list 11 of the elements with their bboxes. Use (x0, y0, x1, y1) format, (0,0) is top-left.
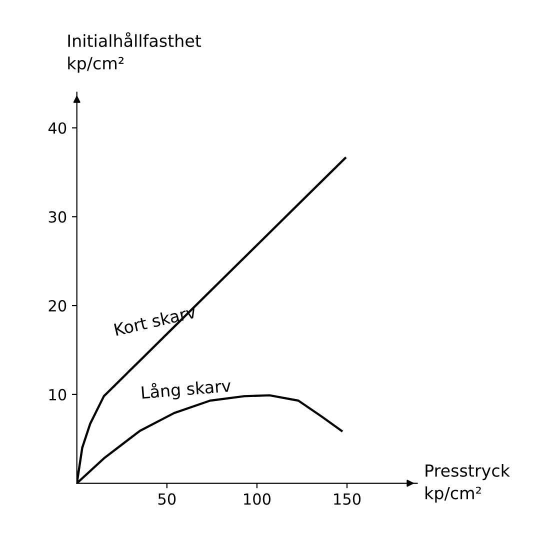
y-axis-title: Initialhållfasthet kp/cm² (68, 32, 202, 73)
x-tick-label: 50 (158, 493, 176, 505)
x-tick-label: 150 (334, 493, 361, 505)
text: Kort skarv (114, 305, 197, 336)
x-tick-label: 100 (244, 493, 271, 505)
x-axis-title: Presstryck kp/cm² (426, 464, 510, 503)
y-tick-label: 20 (48, 300, 66, 312)
y-tick-label: 30 (48, 211, 66, 223)
series-label: Lång skarv (141, 376, 232, 402)
y-tick-label: 40 (48, 122, 66, 134)
y-tick-label: 10 (49, 388, 66, 400)
